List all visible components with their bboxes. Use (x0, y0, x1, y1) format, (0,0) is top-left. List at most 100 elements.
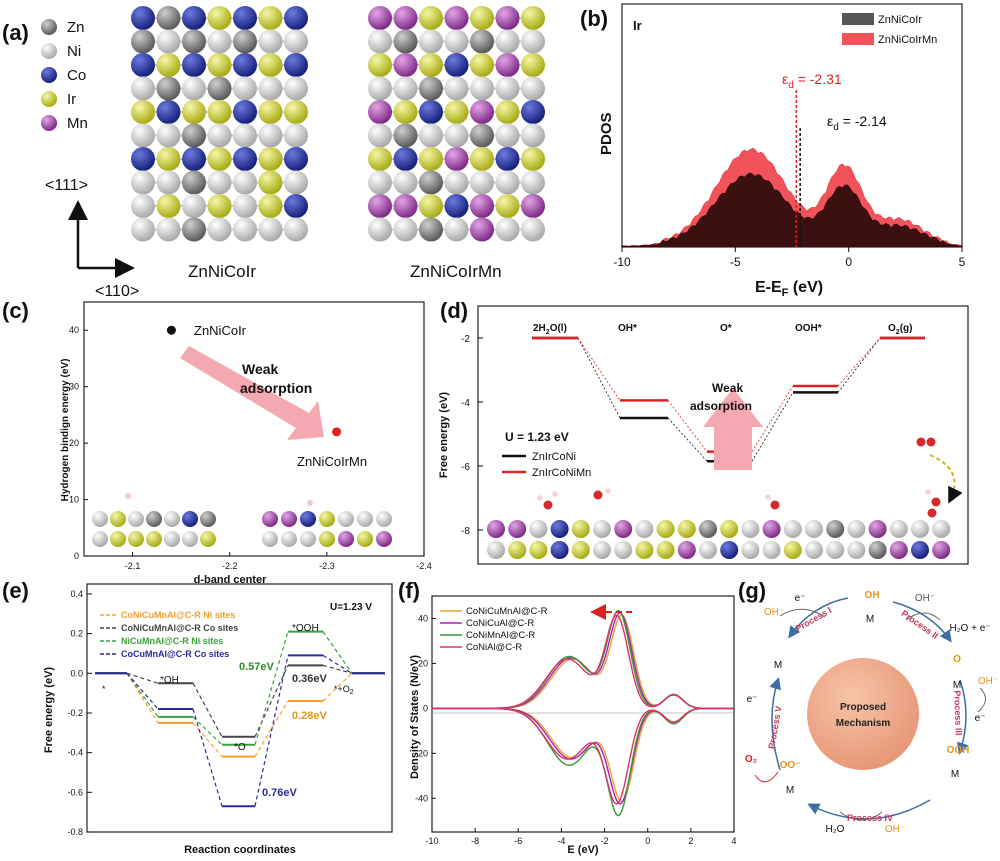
e-connector (254, 631, 289, 745)
atom-ni (521, 217, 545, 242)
species-h2o: 2H2O(l) (533, 323, 567, 336)
c-adsorption-text: adsorption (240, 380, 312, 396)
legend-atom-co (41, 67, 57, 83)
e-legend-label-3: CoCuMnAl@C-R Co sites (121, 649, 229, 659)
legend-atom-mn (41, 115, 57, 131)
atom-mn (393, 194, 418, 218)
o2-oxygen (926, 437, 936, 447)
hbe-y-tick-label: 40 (69, 325, 79, 335)
slab-atom (376, 531, 392, 547)
atom-ni (444, 170, 469, 195)
slab-atom (357, 511, 373, 527)
slab-atom (550, 520, 569, 538)
e-connector (126, 672, 159, 684)
f-x-tick-label: 4 (731, 836, 736, 846)
atom-ir (131, 100, 155, 124)
pdos-x-tick-label: 0 (845, 255, 852, 269)
atom-ni (444, 217, 469, 242)
atom-co (284, 53, 308, 77)
species-oh: OH* (618, 323, 637, 334)
hbe-ticks: 0 10 20 30 40 -2.1 -2.2 -2.3 -2.4 (69, 325, 432, 571)
atom-zn (182, 29, 206, 54)
atom-ni (470, 170, 494, 195)
slab-atom (741, 520, 760, 538)
slab-atom (826, 520, 845, 538)
g-m-oo: M (786, 785, 794, 796)
legend-label-ni: Ni (67, 43, 81, 60)
slab-atom (741, 541, 760, 559)
slab-atom (200, 531, 216, 547)
hbe-x-tick-label: -2.3 (319, 561, 335, 571)
atom-ni (495, 29, 520, 54)
slab-atom (720, 520, 739, 538)
slab-atom (593, 520, 611, 538)
slab-atom (92, 511, 108, 527)
fe-connector (667, 417, 708, 462)
atom-ni (444, 123, 469, 148)
f-legend: CoNiCuMnAl@C-RCoNiCuAl@C-RCoNiMnAl@C-RCo… (440, 606, 548, 653)
e-ticks: 0.4 0.2 0.0 -0.2 -0.4 -0.6 -0.8 (67, 589, 92, 837)
e-connector (322, 654, 353, 674)
hbe-x-tick-label: -2.1 (125, 561, 141, 571)
fe-y-tick-label: -4 (461, 398, 470, 409)
f-dos-curves (432, 609, 734, 817)
fe-y-tick-label: -2 (461, 334, 470, 345)
hydrogen-atom (925, 489, 931, 495)
e-connector (126, 672, 159, 718)
process-4-label: Process IV (847, 813, 893, 823)
crystal-structure-znnicoirmn (368, 6, 545, 242)
slab-atom (826, 541, 845, 559)
e-connector (322, 664, 353, 674)
atom-zn (419, 76, 443, 101)
f-legend-label-2: CoNiMnAl@C-R (466, 630, 535, 641)
slab-atom (614, 520, 633, 538)
slab-atom (508, 520, 527, 538)
atom-ir (258, 6, 283, 30)
e-connector (254, 665, 289, 738)
e-energy-lines (95, 630, 385, 808)
legend-label-mn: Mn (67, 115, 88, 132)
atom-ni (393, 76, 418, 101)
hbe-y-tick-label: 0 (74, 551, 79, 561)
e-annot-057: 0.57eV (239, 661, 275, 673)
slab-atom (571, 520, 590, 538)
atom-ni (207, 29, 232, 54)
slab-atom (164, 531, 180, 547)
fe-connector (667, 400, 708, 452)
atom-ni (495, 76, 520, 101)
atom-ir (182, 100, 206, 124)
g-o2: O₂ (745, 754, 757, 765)
g-e-lower-left: e⁻ (747, 694, 758, 705)
atom-ir (470, 6, 494, 30)
slab-atom (614, 541, 633, 559)
hbe-y-tick-label: 10 (69, 495, 79, 505)
atom-ni (284, 29, 308, 54)
legend-znnicoirmn: ZnNiCoIrMn (878, 34, 937, 46)
atom-ir (207, 147, 232, 171)
f-y-label: Density of States (N/eV) (409, 655, 421, 779)
axis-111-label: <111> (45, 177, 88, 194)
f-x-tick-label: -2 (601, 836, 609, 846)
atom-ni (495, 170, 520, 195)
atom-mn (444, 147, 469, 171)
atom-co (284, 6, 308, 30)
atom-mn (393, 6, 418, 30)
slab-atom (571, 541, 590, 559)
atom-co (182, 53, 206, 77)
atom-ir (156, 147, 181, 171)
species-ooh: OOH* (795, 323, 822, 334)
e-connector (192, 708, 223, 807)
fe-y-tick-label: -8 (461, 526, 470, 537)
o2-release-arrow (929, 454, 963, 504)
e-connector (254, 700, 289, 757)
atom-mn (495, 53, 520, 77)
atom-zn (207, 76, 232, 101)
atom-ni (258, 123, 283, 148)
axis-110-label: <110> (95, 283, 139, 300)
g-o-right: O (953, 654, 961, 665)
adsorbate-molecules (537, 437, 941, 518)
slab-atom (911, 520, 929, 538)
slab-atom (92, 531, 108, 547)
panel-g-label: (g) (738, 578, 766, 603)
